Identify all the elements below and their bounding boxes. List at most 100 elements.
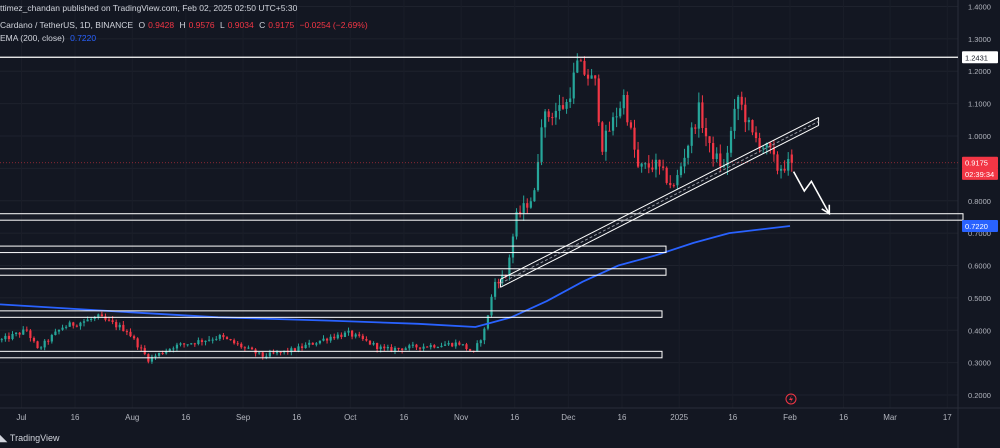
candle-body (86, 319, 89, 322)
ohlc-change: −0.0254 (−2.69%) (299, 20, 368, 30)
candle-body (136, 338, 139, 348)
y-tick-label: 0.2000 (968, 391, 991, 400)
candle-body (393, 347, 397, 351)
candle-body (615, 116, 618, 118)
candle-body (440, 345, 443, 348)
candle-body (361, 335, 364, 339)
ohlc-open: O 0.9428 (138, 20, 175, 30)
candle-body (486, 315, 490, 329)
support-zone (0, 310, 663, 318)
candle-body (204, 340, 207, 343)
candle-body (311, 342, 314, 345)
candle-body (665, 167, 668, 183)
candle-body (729, 130, 733, 153)
candle-body (43, 340, 46, 348)
candle-body (50, 334, 53, 342)
candle-body (533, 190, 536, 202)
candle-body (47, 340, 50, 342)
y-tick-label: 1.0000 (968, 132, 991, 141)
support-zone (0, 245, 667, 254)
candle-body (154, 355, 157, 357)
candle-body (0, 339, 3, 341)
candle-body (687, 145, 690, 158)
candle-body (40, 347, 43, 349)
candle-body (157, 353, 161, 356)
y-tick-label: 0.5000 (968, 294, 991, 303)
candle-body (272, 352, 275, 354)
y-tick-label: 0.6000 (968, 262, 991, 271)
candle-body (583, 60, 586, 75)
candle-body (415, 344, 418, 348)
candle-body (258, 352, 261, 354)
x-tick-label: Nov (454, 413, 468, 422)
tradingview-brand[interactable]: ◣ TradingView (0, 433, 59, 444)
candle-body (483, 328, 486, 341)
candle-body (704, 128, 708, 137)
candle-body (454, 342, 457, 347)
candle-body (661, 166, 665, 168)
candle-body (544, 111, 547, 128)
candle-body (719, 153, 722, 167)
candle-body (104, 316, 107, 320)
candle-body (433, 345, 436, 348)
candle-body (261, 352, 264, 357)
ema-legend[interactable]: EMA (200, close) 0.7220 (0, 33, 99, 43)
candle-body (150, 356, 154, 362)
candle-body (679, 166, 683, 176)
candle-body (651, 167, 654, 170)
candle-body (383, 346, 386, 349)
candle-body (715, 153, 718, 159)
candle-body (165, 351, 168, 354)
candle-body (561, 105, 565, 109)
candle-body (29, 330, 32, 338)
candle-body (365, 338, 368, 341)
x-tick-label: Aug (125, 413, 139, 422)
candle-body (325, 338, 329, 341)
candle-body (551, 117, 554, 119)
candle-body (233, 340, 236, 344)
candle-body (519, 211, 522, 214)
candle-body (25, 329, 28, 331)
candle-body (175, 344, 179, 349)
x-tick-label: Jul (16, 413, 26, 422)
candle-body (182, 343, 186, 345)
candle-body (633, 127, 636, 150)
candle-body (4, 335, 7, 340)
candle-body (68, 322, 71, 327)
candle-body (622, 95, 625, 109)
candle-body (279, 351, 282, 353)
y-tick-label: 0.4000 (968, 326, 991, 335)
x-tick-label: 16 (292, 413, 301, 422)
candle-body (7, 335, 11, 340)
candle-body (647, 163, 650, 168)
candle-body (350, 330, 354, 337)
candle-body (508, 257, 511, 276)
x-tick-label: 16 (71, 413, 80, 422)
ohlc-low: L 0.9034 (219, 20, 254, 30)
ema-legend-value: 0.7220 (70, 33, 97, 43)
candle-body (408, 345, 411, 349)
candle-body (333, 336, 336, 339)
y-tick-label: 1.1000 (968, 100, 991, 109)
candle-body (225, 337, 229, 340)
candle-body (490, 296, 493, 316)
candle-body (479, 340, 482, 344)
candle-body (82, 321, 86, 323)
candle-body (493, 281, 497, 297)
x-tick-label: 17 (943, 413, 952, 422)
candle-body (476, 343, 479, 352)
candle-body (118, 324, 121, 328)
candle-body (540, 127, 543, 162)
candle-body (783, 168, 786, 171)
trend-channel-upper (500, 116, 819, 280)
candle-body (676, 175, 679, 186)
candle-body (569, 98, 572, 103)
x-tick-label: 16 (839, 413, 848, 422)
candle-body (300, 346, 304, 349)
symbol-label: Cardano / TetherUS, 1D, BINANCE (0, 20, 134, 30)
candle-body (115, 322, 118, 328)
candle-body (747, 120, 750, 123)
candle-body (193, 343, 196, 345)
candle-body (554, 110, 557, 118)
